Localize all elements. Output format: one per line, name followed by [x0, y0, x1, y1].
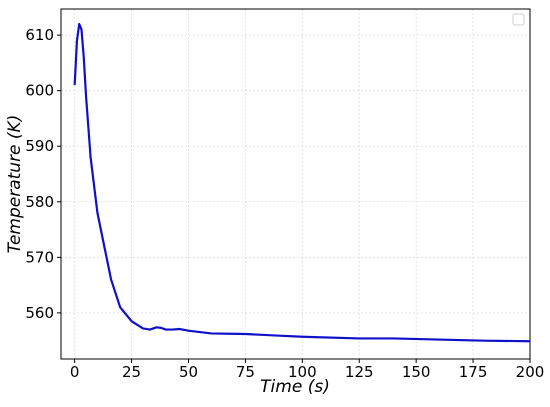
x-tick-label: 125 [345, 363, 374, 381]
plot-frame [60, 8, 531, 360]
x-tick-label: 175 [459, 363, 488, 381]
x-tick-label: 150 [402, 363, 431, 381]
y-tick-label: 580 [25, 193, 54, 211]
y-axis-label: Temperature (K) [5, 115, 25, 254]
y-tick-label: 570 [25, 248, 54, 266]
x-tick-label: 200 [516, 363, 545, 381]
x-tick-label: 75 [236, 363, 255, 381]
legend-box [512, 13, 525, 26]
y-tick-label: 560 [25, 304, 54, 322]
y-tick-label: 600 [25, 82, 54, 100]
x-tick-label: 25 [122, 363, 141, 381]
x-tick-label: 100 [288, 363, 317, 381]
y-tick-label: 610 [25, 26, 54, 44]
x-tick-label: 50 [179, 363, 198, 381]
y-tick-label: 590 [25, 137, 54, 155]
x-tick-label: 0 [70, 363, 80, 381]
data-line [73, 22, 531, 343]
x-axis-label: Time (s) [260, 377, 330, 397]
